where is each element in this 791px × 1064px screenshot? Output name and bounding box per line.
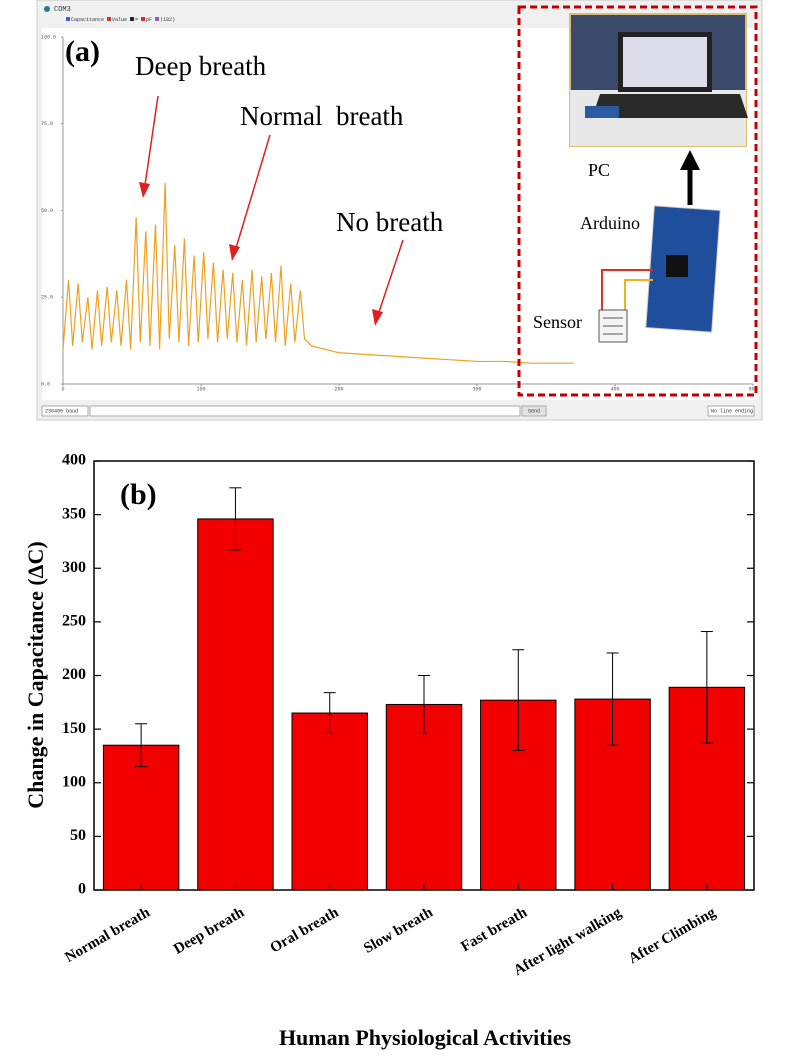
send-label: Send: [528, 408, 540, 414]
legend-swatch: [141, 17, 146, 21]
window-icon: [44, 6, 50, 12]
error-bar: [700, 631, 713, 744]
annotation: Normal breath: [240, 101, 404, 131]
x-tick-label: Slow breath: [361, 904, 436, 957]
x-tick-label: Normal breath: [62, 904, 153, 966]
photo-label: Arduino: [580, 213, 640, 233]
photo-label: PC: [588, 160, 610, 180]
wire-yellow: [624, 279, 653, 312]
annotation-arrow: [235, 134, 271, 249]
y-tick-label: 400: [62, 452, 86, 469]
error-bar: [229, 487, 242, 551]
arrow-head: [680, 150, 700, 170]
send-input[interactable]: [89, 405, 521, 417]
y-tick-label: 150: [62, 720, 86, 737]
bar: [385, 703, 463, 891]
y-tick-label: 100: [62, 773, 86, 790]
laptop-screen: [623, 37, 707, 87]
laptop-base: [592, 94, 748, 118]
y-tick-label: 100.0: [41, 34, 56, 40]
y-tick-label: 50: [70, 827, 86, 844]
board-small: [585, 106, 619, 118]
wire-red: [601, 269, 653, 312]
panel-label: (a): [65, 35, 100, 68]
line-ending-label: No line ending: [711, 408, 753, 414]
legend-label: (182): [160, 17, 175, 23]
y-tick-label: 250: [62, 613, 86, 630]
legend-swatch: [66, 17, 70, 21]
photo-label: Sensor: [533, 312, 582, 332]
x-tick-label: 500: [748, 386, 757, 392]
annotation: No breath: [336, 207, 444, 237]
y-tick-label: 0.0: [41, 381, 50, 387]
annotation-arrowhead: [372, 309, 383, 326]
annotation-arrow: [378, 239, 404, 313]
bar: [291, 712, 368, 891]
error-bar: [418, 675, 430, 734]
y-tick-label: 350: [62, 505, 86, 522]
y-tick-label: 0: [78, 881, 86, 898]
legend-label: =: [135, 17, 138, 23]
error-bar: [323, 692, 336, 734]
y-tick-label: 50.0: [41, 208, 53, 214]
x-tick-label: Deep breath: [171, 904, 248, 957]
baud-label: 230400 baud: [45, 408, 78, 414]
annotation-arrowhead: [139, 182, 150, 198]
arduino-chip: [666, 255, 688, 277]
legend-swatch: [155, 17, 160, 21]
axes-frame: [93, 460, 755, 891]
error-bar: [135, 723, 148, 768]
bar-layer: 0 50 100 150 200 250 300 350 400 Normal breath Dee…: [62, 452, 754, 979]
legend-label: pF: [146, 17, 152, 23]
x-tick-label: 200: [334, 386, 343, 392]
x-tick-label: 100: [196, 386, 205, 392]
inset-frame: [517, 5, 758, 397]
x-tick-label: Oral breath: [268, 904, 342, 956]
x-tick-label: 300: [472, 386, 481, 392]
error-bar: [512, 649, 525, 752]
baud-select[interactable]: [41, 405, 89, 417]
panel-label: (b): [120, 478, 157, 511]
annotation: Deep breath: [135, 51, 267, 81]
legend-swatch: [130, 17, 135, 21]
x-axis-label: Human Physiological Activities: [279, 1025, 572, 1050]
y-tick-label: 75.0: [41, 121, 53, 127]
x-tick-label: 0: [61, 386, 64, 392]
y-tick-label: 300: [62, 559, 86, 576]
legend-label: Value: [112, 17, 127, 23]
plot-layer: Capacitance Value = pF (182) 0.0 25.0 50.0 75.0 1…: [41, 17, 758, 393]
x-tick-label: 400: [610, 386, 619, 392]
annotation-arrowhead: [229, 244, 240, 261]
y-tick-label: 200: [62, 666, 86, 683]
legend-label: Capacitance: [71, 17, 104, 23]
y-axis-label: Change in Capacitance (ΔC): [23, 541, 48, 808]
error-bar: [606, 652, 619, 746]
send-button[interactable]: [521, 405, 547, 417]
line-ending-select[interactable]: [707, 405, 755, 417]
bar: [197, 518, 274, 891]
x-tick-label: Fast breath: [458, 904, 530, 955]
legend-swatch: [107, 17, 112, 21]
x-tick-label: After Climbing: [626, 904, 719, 967]
data-line: [62, 182, 574, 364]
annotation-arrow: [144, 95, 159, 186]
window-title: COM3: [54, 6, 71, 14]
y-tick-label: 25.0: [41, 295, 53, 301]
